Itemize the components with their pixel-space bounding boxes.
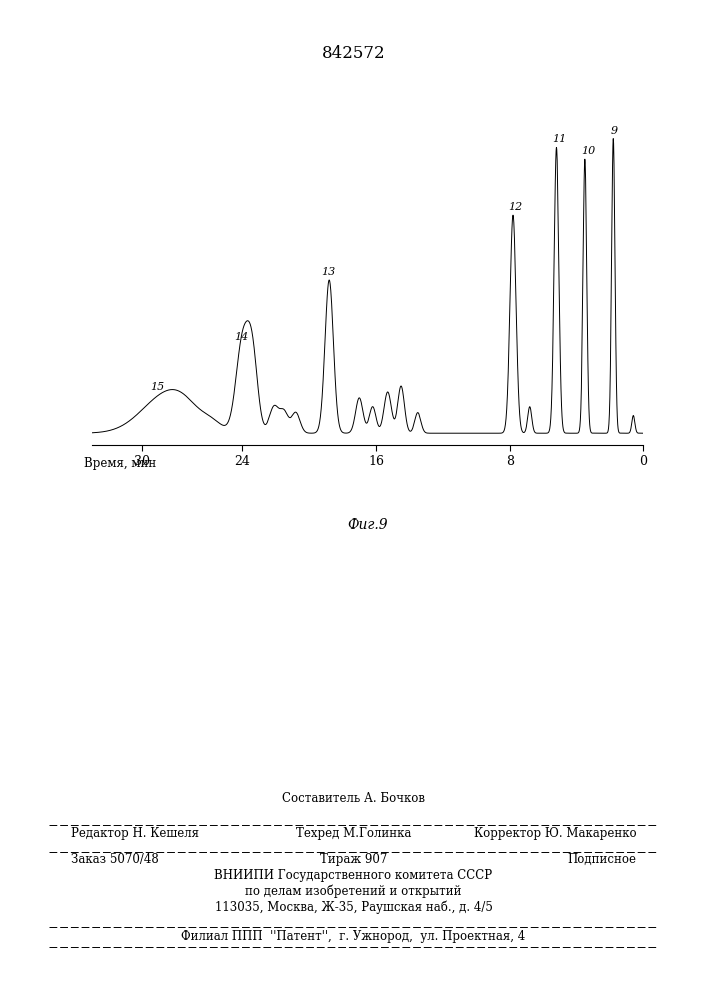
Text: 12: 12 xyxy=(508,202,522,212)
Text: 14: 14 xyxy=(234,332,248,342)
Text: 842572: 842572 xyxy=(322,45,385,62)
Text: Заказ 5070/48: Заказ 5070/48 xyxy=(71,853,158,866)
Text: Подписное: Подписное xyxy=(567,853,636,866)
Text: Тираж 907: Тираж 907 xyxy=(320,853,387,866)
Text: Фиг.9: Фиг.9 xyxy=(347,518,388,532)
Text: Корректор Ю. Макаренко: Корректор Ю. Макаренко xyxy=(474,827,636,840)
Text: Время, мин: Время, мин xyxy=(83,457,156,470)
Text: 113035, Москва, Ж-35, Раушская наб., д. 4/5: 113035, Москва, Ж-35, Раушская наб., д. … xyxy=(214,901,493,914)
Text: 15: 15 xyxy=(151,382,165,392)
Text: Техред М.Голинка: Техред М.Голинка xyxy=(296,827,411,840)
Text: ВНИИПИ Государственного комитета СССР: ВНИИПИ Государственного комитета СССР xyxy=(214,869,493,882)
Text: 11: 11 xyxy=(552,134,566,144)
Text: 9: 9 xyxy=(611,126,618,136)
Text: Филиал ППП  ''Патент'',  г. Ужнород,  ул. Проектная, 4: Филиал ППП ''Патент'', г. Ужнород, ул. П… xyxy=(182,930,525,943)
Text: 13: 13 xyxy=(321,267,335,277)
Text: Составитель А. Бочков: Составитель А. Бочков xyxy=(282,792,425,805)
Text: Редактор Н. Кешеля: Редактор Н. Кешеля xyxy=(71,827,199,840)
Text: по делам изобретений и открытий: по делам изобретений и открытий xyxy=(245,885,462,898)
Text: 10: 10 xyxy=(582,146,596,156)
